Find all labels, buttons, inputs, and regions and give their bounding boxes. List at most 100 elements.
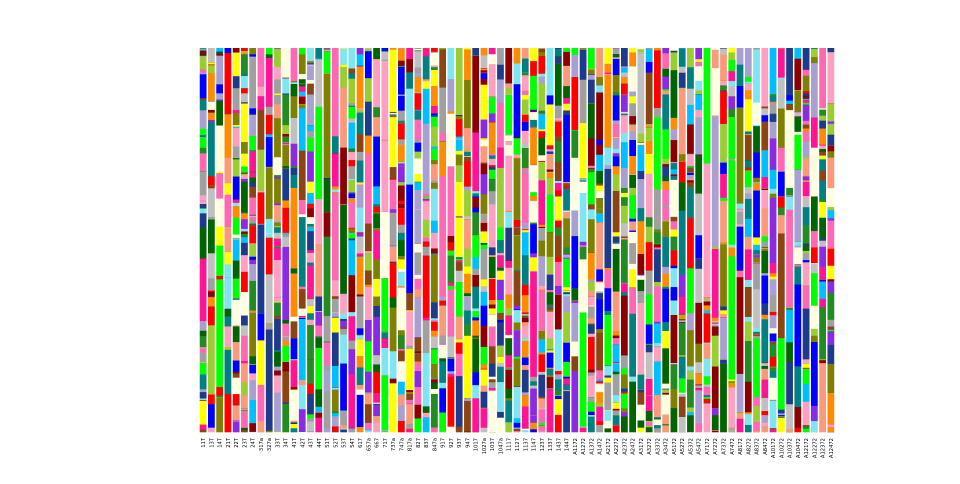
x-tick-label: A1372	[589, 438, 595, 455]
bar-segment	[431, 233, 438, 249]
bar-segment	[538, 256, 545, 286]
bar-segment	[629, 66, 636, 91]
bar-segment	[332, 70, 339, 137]
bar-segment	[588, 369, 595, 372]
bar-segment	[695, 94, 702, 110]
x-tick-label: 11T	[201, 437, 207, 448]
bar-segment	[415, 418, 422, 432]
bar-segment	[357, 207, 364, 232]
bar-segment	[745, 167, 752, 170]
bar-segment	[621, 374, 628, 388]
bar-segment	[299, 54, 306, 74]
bar-segment	[654, 244, 661, 247]
bar-segment	[613, 48, 620, 54]
bar-segment	[621, 388, 628, 392]
bar-segment	[588, 204, 595, 209]
bar-segment	[398, 110, 405, 120]
bar-segment	[770, 114, 777, 122]
bar-segment	[530, 253, 537, 257]
bar-segment	[613, 363, 620, 371]
bar-segment	[629, 175, 636, 187]
bar-segment	[638, 254, 645, 275]
bar-segment	[671, 365, 678, 389]
bar-segment	[307, 61, 314, 63]
bar-segment	[274, 375, 281, 392]
bar-segment	[439, 176, 446, 297]
bar-segment	[225, 114, 232, 158]
bar-segment	[827, 281, 834, 293]
bar-segment	[307, 414, 314, 418]
bar-segment	[596, 392, 603, 404]
bar-segment	[348, 118, 355, 123]
bar-segment	[357, 367, 364, 384]
bar-segment	[456, 353, 463, 376]
bar-segment	[431, 321, 438, 326]
bar-segment	[241, 103, 248, 142]
bar-segment	[803, 104, 810, 121]
bar-segment	[348, 78, 355, 81]
bar-segment	[819, 307, 826, 360]
bar-segment	[646, 427, 653, 432]
bar-segment	[431, 364, 438, 379]
bar-segment	[332, 366, 339, 388]
bar-segment	[307, 94, 314, 125]
bar-segment	[340, 147, 347, 204]
bar-segment	[332, 153, 339, 186]
bar-segment	[761, 411, 768, 415]
bar-segment	[307, 193, 314, 204]
bar-segment	[588, 397, 595, 402]
bar-segment	[687, 371, 694, 380]
bar-segment	[671, 300, 678, 315]
bar-segment	[274, 118, 281, 157]
bar-segment	[315, 337, 322, 347]
bar-segment	[514, 48, 521, 64]
bar-segment	[282, 320, 289, 324]
bar-segment	[671, 176, 678, 180]
bar-segment	[357, 427, 364, 433]
bar-segment	[431, 65, 438, 67]
bar-segment	[662, 393, 669, 395]
bar-segment	[827, 345, 834, 364]
bar-segment	[662, 181, 669, 189]
bar-segment	[704, 305, 711, 310]
bar-segment	[786, 100, 793, 104]
bar-segment	[233, 176, 240, 199]
bar-segment	[819, 128, 826, 144]
bar-segment	[249, 226, 256, 243]
bar-segment	[282, 341, 289, 346]
bar-segment	[770, 138, 777, 170]
bar-segment	[547, 194, 554, 232]
bar-segment	[811, 406, 818, 422]
bar-segment	[547, 145, 554, 149]
bar-segment	[761, 115, 768, 122]
bar-segment	[803, 286, 810, 309]
bar-segment	[638, 404, 645, 420]
bar-segment	[737, 413, 744, 419]
bar-segment	[481, 245, 488, 249]
bar-segment	[629, 243, 636, 264]
bar-segment	[505, 155, 512, 211]
bar-segment	[753, 257, 760, 262]
bar-segment	[737, 226, 744, 256]
bar-segment	[819, 48, 826, 108]
bar-segment	[654, 425, 661, 428]
bar-segment	[216, 101, 223, 126]
bar-segment	[307, 320, 314, 326]
bar-segment	[291, 321, 298, 338]
bar-segment	[737, 209, 744, 212]
bar-segment	[563, 294, 570, 296]
bar-segment	[456, 48, 463, 115]
bar-segment	[340, 411, 347, 426]
bar-segment	[365, 78, 372, 102]
bar-segment	[803, 48, 810, 69]
x-tick-label: 937	[457, 438, 463, 448]
bar-segment	[522, 122, 529, 131]
bar-segment	[621, 84, 628, 95]
bar-segment	[770, 400, 777, 428]
bar-segment	[489, 390, 496, 432]
bar-segment	[398, 139, 405, 145]
bar-segment	[778, 171, 785, 196]
bar-segment	[225, 53, 232, 114]
bar-segment	[522, 326, 529, 336]
bar-segment	[282, 169, 289, 201]
